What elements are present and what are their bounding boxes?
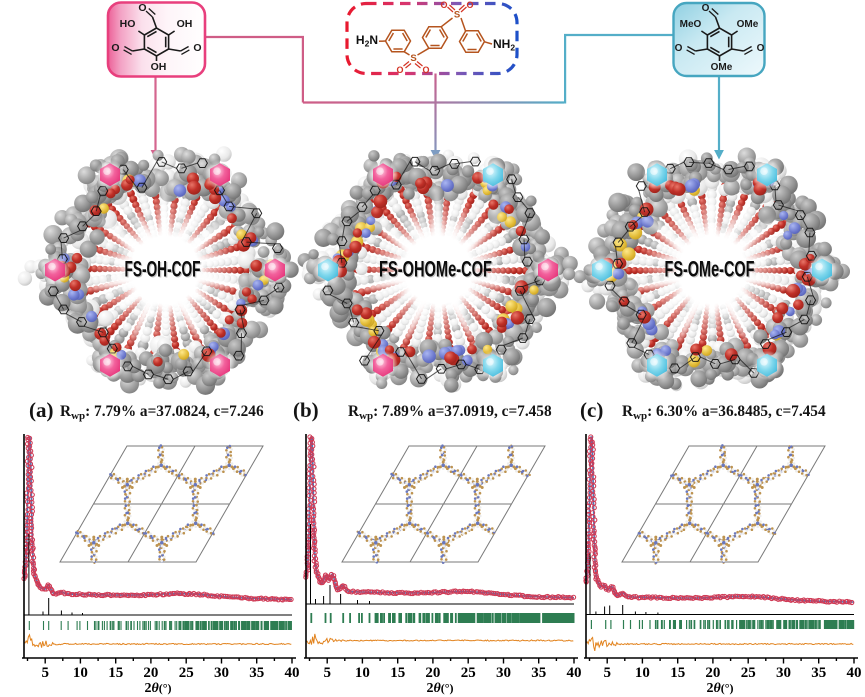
svg-text:15: 15: [390, 665, 405, 681]
svg-text:O: O: [396, 65, 403, 75]
svg-text:40: 40: [285, 665, 300, 681]
svg-text:FS-OH-COF: FS-OH-COF: [125, 257, 201, 282]
svg-text:25: 25: [461, 665, 476, 681]
svg-text:35: 35: [531, 665, 546, 681]
svg-text:Rwp: 7.79% a=37.0824, c=7.246: Rwp: 7.79% a=37.0824, c=7.246: [60, 403, 264, 422]
svg-text:H2N: H2N: [356, 33, 378, 49]
svg-text:2θ(°): 2θ(°): [144, 681, 171, 696]
svg-text:NH2: NH2: [493, 37, 515, 53]
svg-text:10: 10: [355, 665, 370, 681]
svg-text:MeO: MeO: [680, 19, 702, 30]
svg-text:30: 30: [214, 665, 229, 681]
svg-text:20: 20: [143, 665, 158, 681]
svg-text:20: 20: [425, 665, 440, 681]
svg-text:FS-OHOMe-COF: FS-OHOMe-COF: [380, 258, 493, 283]
svg-text:O: O: [675, 43, 683, 54]
svg-text:(c): (c): [580, 398, 603, 422]
svg-text:S: S: [410, 53, 416, 64]
svg-text:5: 5: [323, 665, 331, 681]
svg-text:O: O: [111, 42, 119, 54]
svg-text:15: 15: [108, 665, 123, 681]
svg-text:(a): (a): [29, 398, 54, 422]
svg-text:10: 10: [73, 665, 88, 681]
svg-text:FS-OH-COF: FS-OH-COF: [126, 258, 202, 283]
svg-text:OMe: OMe: [737, 19, 759, 30]
svg-text:O: O: [466, 0, 473, 10]
svg-text:S: S: [454, 10, 460, 21]
svg-text:HO: HO: [120, 18, 136, 30]
svg-text:FS-OHOMe-COF: FS-OHOMe-COF: [379, 257, 492, 282]
svg-text:(b): (b): [293, 398, 319, 422]
svg-text:O: O: [440, 0, 447, 10]
svg-text:O: O: [422, 65, 429, 75]
svg-text:30: 30: [496, 665, 511, 681]
svg-text:Rwp: 6.30% a=36.8485, c=7.454: Rwp: 6.30% a=36.8485, c=7.454: [622, 403, 826, 422]
svg-text:40: 40: [567, 665, 582, 681]
svg-text:O: O: [702, 3, 710, 14]
svg-text:35: 35: [249, 665, 264, 681]
svg-text:O: O: [138, 2, 146, 14]
svg-text:OMe: OMe: [711, 62, 733, 73]
svg-text:O: O: [193, 42, 201, 54]
svg-text:FS-OMe-COF: FS-OMe-COF: [666, 258, 756, 283]
svg-text:O: O: [757, 43, 765, 54]
svg-text:OH: OH: [151, 61, 167, 73]
svg-text:FS-OMe-COF: FS-OMe-COF: [665, 257, 755, 282]
svg-text:25: 25: [179, 665, 194, 681]
svg-text:2θ(°): 2θ(°): [426, 681, 453, 696]
svg-text:OH: OH: [177, 18, 193, 30]
svg-text:Rwp: 7.89% a=37.0919, c=7.458: Rwp: 7.89% a=37.0919, c=7.458: [348, 403, 552, 422]
svg-text:5: 5: [41, 665, 49, 681]
